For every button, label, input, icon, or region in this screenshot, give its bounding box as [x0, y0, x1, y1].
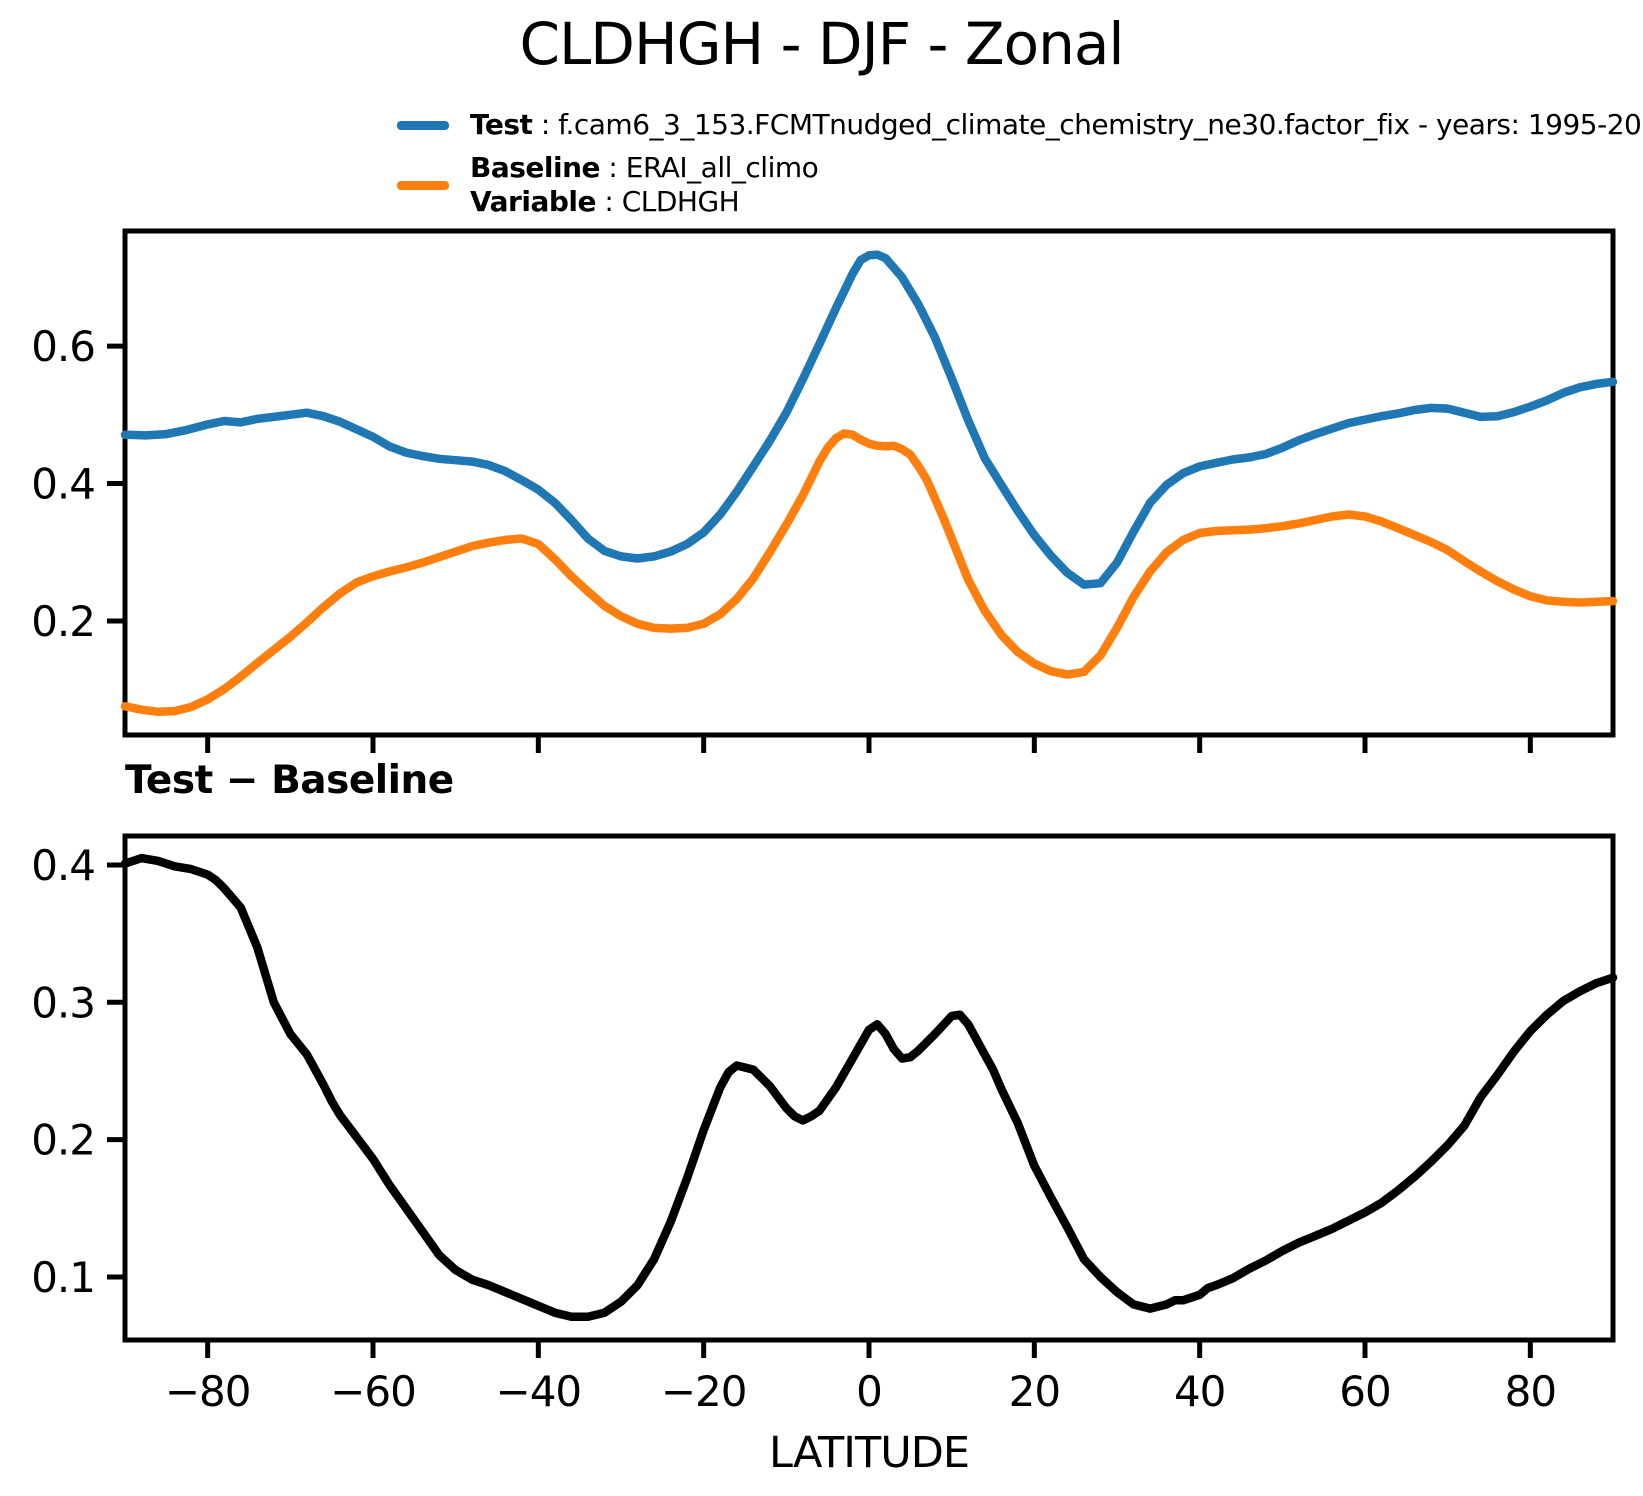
figure-title: CLDHGH - DJF - Zonal [519, 10, 1124, 78]
test-line-swatch [397, 120, 449, 130]
x-tick-label: −80 [165, 1367, 251, 1416]
legend-baseline-text: Baseline : ERAI_all_climo Variable : CLD… [470, 151, 819, 219]
legend-separator: : [595, 185, 622, 219]
y-tick-label: 0.2 [31, 1116, 95, 1165]
x-tick-label: −20 [661, 1367, 747, 1416]
legend-baseline-line: Baseline : ERAI_all_climo [470, 151, 819, 185]
legend-separator: : [600, 151, 626, 185]
test-line [120, 250, 1618, 589]
legend-test-value: f.cam6_3_153.FCMTnudged_climate_chemistr… [558, 108, 1643, 141]
legend-test-text: Test : f.cam6_3_153.FCMTnudged_climate_c… [470, 108, 1643, 142]
baseline-line [120, 429, 1618, 717]
axes-frame-2 [122, 833, 1616, 1343]
y-tick-label: 0.6 [31, 322, 95, 371]
legend-baseline-label: Baseline [470, 151, 601, 185]
x-tick-label: −40 [496, 1367, 582, 1416]
legend-variable-label: Variable [470, 185, 596, 219]
legend-row-test: Test : f.cam6_3_153.FCMTnudged_climate_c… [397, 108, 1643, 142]
y-tick-label: 0.4 [31, 841, 95, 890]
legend: Test : f.cam6_3_153.FCMTnudged_climate_c… [397, 108, 1643, 228]
legend-variable-line: Variable : CLDHGH [470, 185, 818, 219]
y-tick-label: 0.2 [31, 597, 95, 646]
legend-baseline-value: ERAI_all_climo [625, 151, 819, 185]
legend-row-baseline: Baseline : ERAI_all_climo Variable : CLD… [397, 151, 1643, 219]
x-tick-label: 20 [1009, 1367, 1060, 1416]
x-tick-label: 0 [856, 1367, 882, 1416]
legend-variable-value: CLDHGH [621, 185, 740, 219]
legend-separator: : [532, 108, 559, 141]
x-tick-label: −60 [330, 1367, 416, 1416]
y-tick-label: 0.3 [31, 978, 95, 1027]
difference-line [120, 853, 1618, 1322]
legend-test-label: Test [470, 108, 533, 141]
x-tick-label: 80 [1505, 1367, 1556, 1416]
x-tick-label: 60 [1339, 1367, 1390, 1416]
axes-frame-1 [122, 228, 1616, 738]
difference-plot-title: Test − Baseline [125, 758, 454, 803]
y-tick-label: 0.1 [31, 1253, 95, 1302]
baseline-line-swatch [397, 180, 449, 190]
y-tick-label: 0.4 [31, 460, 95, 509]
x-tick-label: 40 [1174, 1367, 1225, 1416]
x-axis-label: LATITUDE [769, 1428, 970, 1478]
